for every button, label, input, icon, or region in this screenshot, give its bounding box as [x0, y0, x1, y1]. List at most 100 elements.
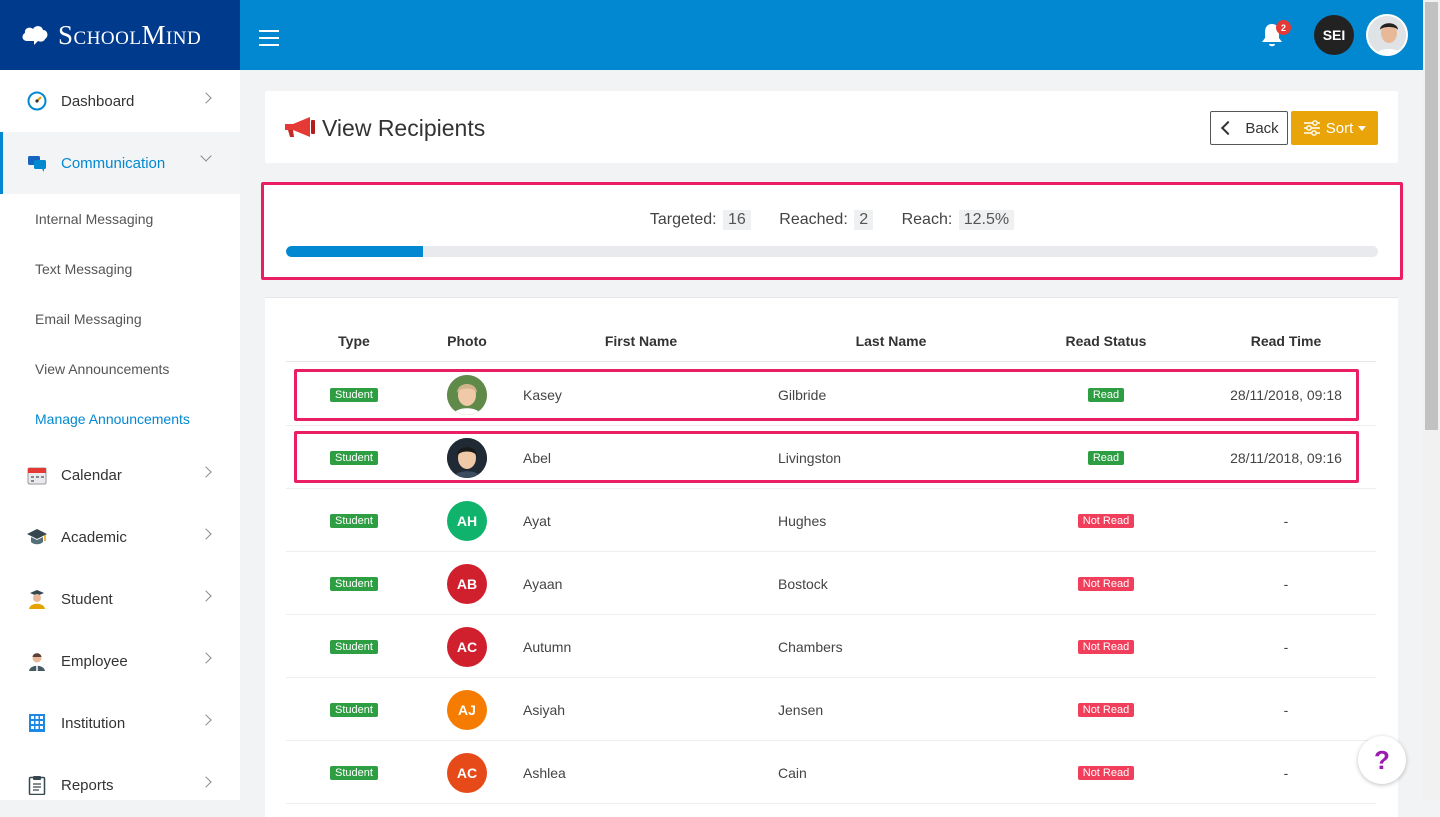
chevron-down-icon [200, 150, 212, 162]
targeted-stat: Targeted: 16 [650, 210, 751, 230]
sidebar-item-label: Employee [61, 652, 128, 670]
type-cell: Student [328, 615, 380, 678]
help-button[interactable]: ? [1358, 736, 1406, 784]
read-status-cell: Read [1046, 363, 1166, 426]
photo-cell: AJ [447, 678, 487, 741]
table-row[interactable]: Student Kasey Gilbride Read 28/11/2018, 09:1… [286, 363, 1376, 426]
type-cell: Student [328, 552, 380, 615]
sidebar-subitem-manage-announcements[interactable]: Manage Announcements [35, 411, 190, 427]
sidebar-item-student[interactable]: Student [0, 568, 240, 630]
scrollbar-thumb[interactable] [1425, 2, 1438, 430]
reached-label: Reached: [779, 211, 848, 228]
first-name-cell: Abel [523, 449, 552, 466]
institution-avatar[interactable]: SEI [1314, 15, 1354, 55]
building-icon [26, 712, 48, 734]
student-icon [26, 588, 48, 610]
header-last-name[interactable]: Last Name [855, 333, 927, 349]
user-avatar[interactable] [1366, 14, 1408, 56]
back-button-label: Back [1245, 119, 1279, 137]
type-cell: Student [328, 426, 380, 489]
type-badge: Student [330, 639, 378, 654]
chevron-right-icon [200, 92, 212, 104]
sidebar-item-academic[interactable]: Academic [0, 506, 240, 568]
header-read-time[interactable]: Read Time [1250, 333, 1322, 349]
sidebar-item-label: Academic [61, 528, 127, 546]
read-status-badge: Not Read [1077, 639, 1135, 654]
sidebar-item-dashboard[interactable]: Dashboard [0, 70, 240, 132]
reach-progress-fill [286, 246, 423, 257]
sidebar-item-calendar[interactable]: Calendar [0, 444, 240, 506]
read-time-cell: - [1283, 638, 1289, 655]
graduation-cap-icon [26, 526, 48, 548]
sidebar-item-reports[interactable]: Reports [0, 754, 240, 800]
page-scrollbar[interactable] [1423, 0, 1440, 800]
read-status-cell: Not Read [1046, 552, 1166, 615]
brand-name: SchoolMind [58, 19, 202, 50]
student-photo [447, 374, 487, 415]
sidebar-subitem-internal-messaging[interactable]: Internal Messaging [35, 211, 154, 227]
chevron-right-icon [200, 652, 212, 664]
table-row[interactable]: Student AH Ayat Hughes Not Read - [286, 489, 1376, 552]
table-row[interactable]: Student AB Ayaan Bostock Not Read - [286, 552, 1376, 615]
sidebar-item-institution[interactable]: Institution [0, 692, 240, 754]
table-row[interactable]: Student AJ Asiyah Jensen Not Read - [286, 678, 1376, 741]
chevron-right-icon [200, 714, 212, 726]
first-name-cell: Ayat [523, 512, 551, 529]
menu-toggle-icon[interactable] [259, 30, 279, 46]
reach-stat: Reach: 12.5% [902, 210, 1015, 230]
first-name-cell: Autumn [523, 638, 572, 655]
sidebar-item-employee[interactable]: Employee [0, 630, 240, 692]
read-status-badge: Not Read [1077, 702, 1135, 717]
last-name-cell: Hughes [778, 512, 827, 529]
student-initials-avatar: AJ [447, 689, 487, 730]
read-time-cell: - [1283, 575, 1289, 592]
student-initials-avatar: AC [447, 626, 487, 667]
brand-logo[interactable]: SchoolMind [0, 0, 240, 70]
table-row[interactable]: Student AC Autumn Chambers Not Read - [286, 615, 1376, 678]
sliders-icon [1303, 120, 1320, 136]
last-name-cell: Chambers [778, 638, 843, 655]
table-header: Type Photo First Name Last Name Read Sta… [286, 322, 1376, 362]
sidebar-item-label: Communication [61, 154, 166, 172]
sidebar-item-label: Dashboard [61, 92, 135, 110]
student-initials-avatar: AH [447, 500, 487, 541]
header-read-status[interactable]: Read Status [1065, 333, 1147, 349]
reach-value: 12.5% [958, 210, 1015, 230]
header-type[interactable]: Type [338, 333, 370, 349]
read-time-cell: 28/11/2018, 09:18 [1230, 386, 1342, 403]
megaphone-icon [285, 117, 315, 137]
reach-label: Reach: [901, 211, 953, 228]
notification-count-badge: 2 [1276, 20, 1291, 35]
sidebar-item-label: Reports [61, 776, 114, 794]
photo-cell: AB [447, 552, 487, 615]
sort-dropdown-button[interactable]: Sort [1291, 111, 1378, 145]
header-photo[interactable]: Photo [447, 333, 487, 349]
student-photo-icon [447, 437, 487, 478]
sidebar-item-communication[interactable]: Communication [0, 132, 240, 194]
chevron-right-icon [200, 528, 212, 540]
sidebar-subitem-view-announcements[interactable]: View Announcements [35, 361, 170, 377]
type-badge: Student [330, 450, 378, 465]
header-first-name[interactable]: First Name [604, 333, 678, 349]
caret-down-icon [1358, 125, 1367, 131]
type-badge: Student [330, 765, 378, 780]
calendar-icon [26, 464, 48, 486]
chevron-left-icon [1221, 120, 1236, 136]
sidebar: Dashboard Communication Internal Messagi… [0, 70, 240, 800]
stats-line: Targeted: 16 Reached: 2 Reach: 12.5% [264, 210, 1400, 230]
read-status-badge: Not Read [1077, 576, 1135, 591]
type-cell: Student [328, 678, 380, 741]
read-status-cell: Not Read [1046, 741, 1166, 804]
sidebar-item-label: Calendar [61, 466, 122, 484]
last-name-cell: Livingston [778, 449, 842, 466]
cloud-logo-icon [22, 26, 48, 45]
table-row[interactable]: Student Abel Livingston Read 28/11/2018, 09:… [286, 426, 1376, 489]
type-badge: Student [330, 702, 378, 717]
sidebar-subitem-text-messaging[interactable]: Text Messaging [35, 261, 133, 277]
sidebar-subitem-email-messaging[interactable]: Email Messaging [35, 311, 142, 327]
recipients-table-card: Type Photo First Name Last Name Read Sta… [265, 297, 1398, 817]
table-row[interactable]: Student AC Ashlea Cain Not Read - [286, 741, 1376, 804]
back-button[interactable]: Back [1210, 111, 1288, 145]
first-name-cell: Ayaan [523, 575, 563, 592]
chevron-right-icon [200, 776, 212, 788]
